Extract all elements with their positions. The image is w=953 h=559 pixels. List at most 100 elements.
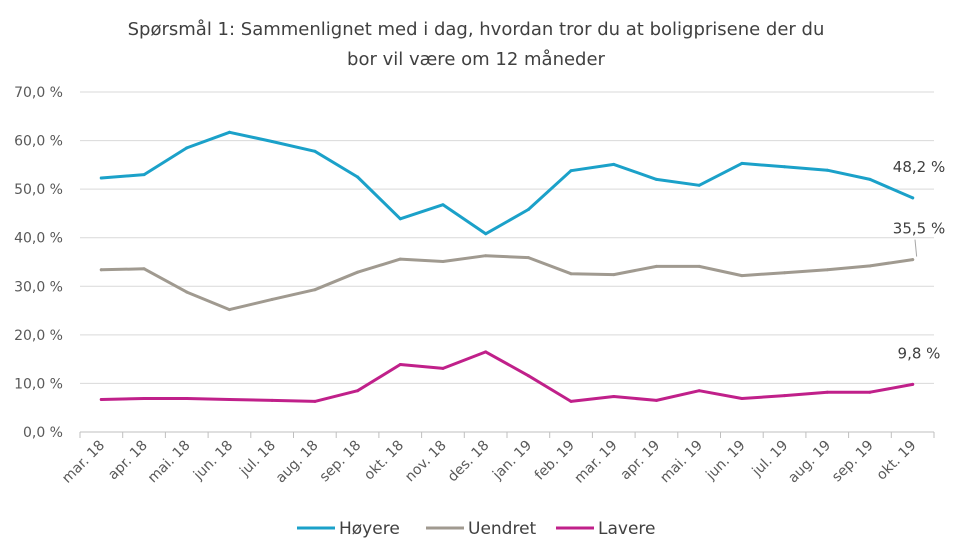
x-tick-label: jun. 18 (190, 438, 236, 484)
series-line-uendret (99, 254, 915, 312)
data-point-uendret (868, 264, 872, 268)
x-tick-label: aug. 19 (785, 438, 834, 487)
data-point-uendret (313, 288, 317, 292)
data-point-h-yere (484, 232, 488, 236)
legend: Høyere Uendret Lavere (297, 519, 655, 539)
x-tick-label: jul. 18 (236, 438, 279, 481)
data-point-h-yere (911, 196, 915, 200)
gridlines (80, 91, 934, 433)
x-tick-label: okt. 18 (361, 438, 407, 484)
data-point-h-yere (142, 173, 146, 177)
data-point-lavere (911, 382, 915, 386)
data-point-h-yere (99, 176, 103, 180)
y-tick-label: 50,0 % (14, 182, 63, 198)
data-point-h-yere (185, 146, 189, 150)
data-point-uendret (441, 260, 445, 263)
x-tick-label: jul. 19 (749, 438, 792, 481)
x-tick-label: sep. 19 (829, 438, 877, 486)
data-label-leader (914, 239, 918, 257)
data-point-h-yere (270, 140, 274, 143)
data-point-uendret (270, 297, 274, 301)
data-point-h-yere (441, 203, 445, 207)
data-point-lavere (185, 397, 189, 400)
data-point-lavere (569, 399, 573, 403)
x-tick-label: nov. 18 (402, 438, 450, 486)
data-point-h-yere (868, 177, 872, 181)
data-point-lavere (655, 398, 658, 402)
data-point-h-yere (356, 175, 360, 179)
data-point-uendret (526, 256, 530, 260)
y-tick-label: 70,0 % (14, 85, 63, 101)
data-label-lavere: 9,8 % (898, 344, 941, 362)
data-point-uendret (99, 268, 103, 272)
x-tick-label: mar. 18 (59, 438, 108, 487)
data-label-h-yere: 48,2 % (893, 158, 945, 176)
legend-label-h-yere: Høyere (339, 519, 400, 539)
data-point-h-yere (313, 149, 317, 153)
y-tick-label: 40,0 % (14, 231, 63, 247)
data-point-uendret (911, 258, 915, 262)
data-point-lavere (612, 395, 616, 398)
data-point-lavere (783, 394, 787, 398)
data-point-uendret (398, 257, 402, 261)
data-point-h-yere (228, 130, 231, 134)
data-point-h-yere (655, 177, 658, 181)
series-lines (99, 130, 915, 403)
data-point-uendret (185, 290, 189, 294)
data-point-h-yere (783, 165, 787, 169)
x-tick-label: apr. 18 (105, 438, 151, 484)
y-tick-label: 60,0 % (14, 134, 63, 150)
data-point-uendret (740, 274, 744, 278)
data-point-uendret (484, 254, 488, 258)
data-labels: 48,2 % 35,5 % 9,8 % (893, 158, 945, 363)
data-point-lavere (484, 350, 488, 354)
legend-label-lavere: Lavere (598, 519, 655, 539)
legend-label-uendret: Uendret (468, 519, 537, 539)
y-tick-label: 0,0 % (23, 425, 63, 441)
data-point-lavere (697, 389, 701, 393)
y-tick-label: 20,0 % (14, 328, 63, 344)
x-tick-label: jan. 19 (489, 438, 535, 484)
data-point-uendret (697, 264, 701, 268)
data-point-uendret (783, 271, 787, 275)
y-tick-label: 10,0 % (14, 376, 63, 392)
data-point-lavere (398, 363, 402, 366)
data-point-lavere (868, 390, 872, 394)
data-point-uendret (356, 270, 360, 274)
data-point-lavere (313, 399, 317, 403)
x-tick-label: mai. 19 (657, 438, 706, 487)
data-point-uendret (655, 264, 658, 268)
data-point-lavere (142, 397, 146, 400)
data-point-uendret (612, 273, 616, 277)
data-label-uendret: 35,5 % (893, 220, 945, 238)
data-point-uendret (825, 268, 829, 272)
x-tick-label: mar. 19 (572, 438, 621, 487)
y-tick-label: 30,0 % (14, 279, 63, 295)
chart-title-line-1: Spørsmål 1: Sammenlignet med i dag, hvor… (128, 19, 825, 40)
data-point-h-yere (569, 169, 573, 173)
data-point-h-yere (398, 217, 402, 221)
data-point-lavere (526, 374, 530, 378)
data-point-uendret (569, 272, 573, 276)
x-tick-label: aug. 18 (273, 438, 322, 487)
data-point-lavere (228, 398, 231, 401)
x-tick-label: jun. 19 (702, 438, 748, 484)
data-point-lavere (99, 398, 103, 401)
data-point-uendret (142, 267, 146, 271)
x-tick-label: des. 18 (445, 438, 493, 486)
x-tick-label: mai. 18 (145, 438, 194, 487)
data-point-lavere (356, 389, 360, 393)
series-line-h-yere (99, 130, 915, 236)
x-tick-label: sep. 18 (317, 438, 365, 486)
data-point-lavere (825, 390, 829, 394)
series-line-lavere (99, 350, 915, 403)
data-point-lavere (740, 397, 744, 400)
data-point-h-yere (740, 161, 744, 165)
data-point-lavere (270, 398, 274, 402)
x-tick-label: okt. 19 (874, 438, 920, 484)
chart-title-line-2: bor vil være om 12 måneder (347, 49, 606, 70)
data-point-h-yere (697, 183, 701, 187)
data-point-h-yere (612, 162, 616, 166)
data-point-uendret (228, 308, 231, 312)
